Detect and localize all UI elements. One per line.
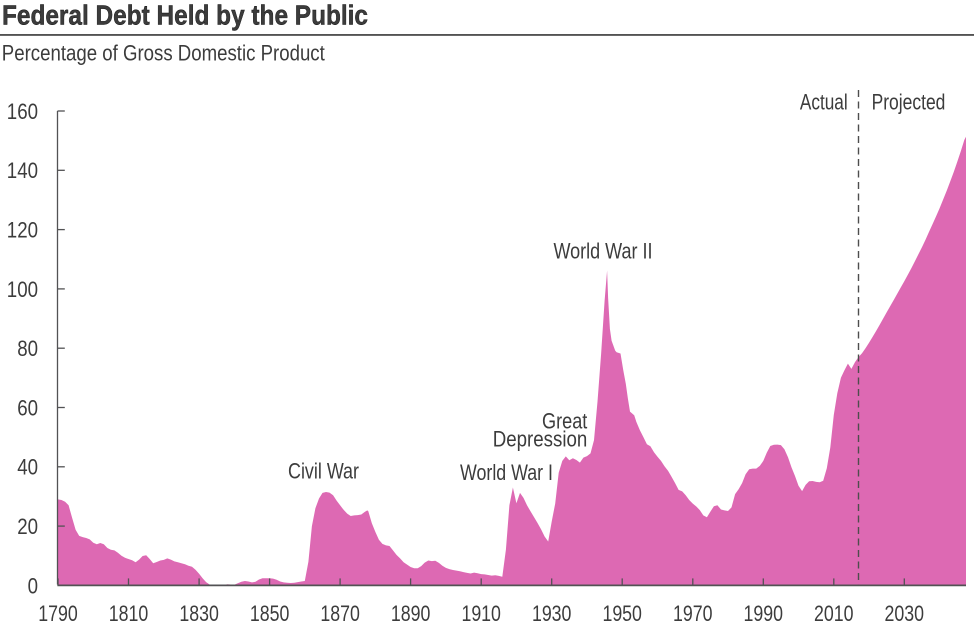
svg-text:1890: 1890 bbox=[391, 601, 431, 626]
svg-text:1850: 1850 bbox=[250, 601, 290, 626]
svg-text:Great: Great bbox=[542, 409, 587, 434]
svg-text:2030: 2030 bbox=[885, 601, 925, 626]
svg-text:1930: 1930 bbox=[532, 601, 572, 626]
svg-text:40: 40 bbox=[17, 455, 38, 480]
svg-text:1810: 1810 bbox=[109, 601, 149, 626]
svg-text:1870: 1870 bbox=[320, 601, 360, 626]
svg-text:1950: 1950 bbox=[602, 601, 642, 626]
svg-text:1910: 1910 bbox=[461, 601, 501, 626]
svg-text:Percentage of Gross Domestic P: Percentage of Gross Domestic Product bbox=[2, 40, 325, 65]
svg-text:Depression: Depression bbox=[493, 426, 588, 451]
svg-text:140: 140 bbox=[7, 158, 38, 183]
svg-text:1790: 1790 bbox=[38, 601, 78, 626]
svg-text:1990: 1990 bbox=[744, 601, 784, 626]
svg-text:Projected: Projected bbox=[872, 90, 946, 115]
svg-text:1970: 1970 bbox=[673, 601, 713, 626]
svg-text:60: 60 bbox=[17, 395, 38, 420]
svg-text:Civil War: Civil War bbox=[288, 459, 359, 484]
svg-text:80: 80 bbox=[17, 336, 38, 361]
svg-text:0: 0 bbox=[28, 573, 38, 598]
svg-text:Federal Debt Held by the Publi: Federal Debt Held by the Public bbox=[2, 0, 368, 30]
svg-text:1830: 1830 bbox=[179, 601, 219, 626]
svg-text:2010: 2010 bbox=[814, 601, 854, 626]
svg-text:World War I: World War I bbox=[460, 460, 553, 485]
svg-text:20: 20 bbox=[17, 514, 38, 539]
svg-text:World War II: World War II bbox=[554, 239, 653, 264]
svg-text:160: 160 bbox=[7, 99, 38, 124]
svg-text:120: 120 bbox=[7, 218, 38, 243]
svg-text:Actual: Actual bbox=[800, 90, 848, 115]
svg-text:100: 100 bbox=[7, 277, 38, 302]
